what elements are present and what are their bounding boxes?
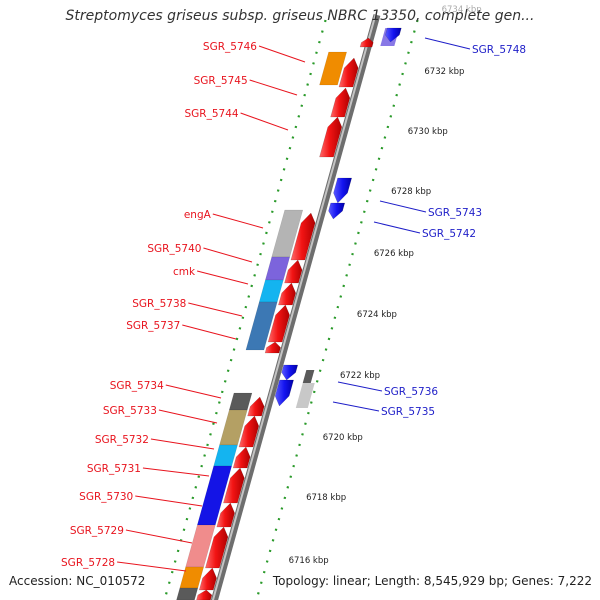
gene-label-left: SGR_5740: [147, 243, 201, 255]
kbp-label: 6726 kbp: [374, 249, 414, 259]
gene-label-left: SGR_5730: [79, 491, 133, 503]
gene-connector-right: [424, 37, 471, 50]
gene-label-left: SGR_5745: [194, 75, 248, 87]
orange-gene-block-2: [179, 566, 204, 589]
red-gene-arrow-small: [359, 37, 374, 48]
chromosome-backbone: [210, 14, 381, 600]
cyan-gene-block-2: [213, 444, 238, 467]
kbp-label: 6720 kbp: [323, 433, 363, 443]
blue-gene-arrow-5: [274, 379, 294, 407]
blue-gene-arrow-1: [385, 27, 402, 43]
gene-connector-left: [240, 112, 289, 131]
gene-connector-right: [332, 401, 380, 412]
gene-connector-left: [125, 529, 193, 544]
kbp-label: 6724 kbp: [357, 310, 397, 320]
red-gene-arrow-9: [247, 396, 265, 417]
cyan-gene-block: [258, 279, 284, 303]
gene-label-right: SGR_5742: [422, 228, 476, 240]
gene-connector-left: [258, 45, 306, 63]
red-gene-arrow-16: [196, 589, 213, 600]
dark-gene-block-2: [176, 587, 199, 600]
gene-label-left: SGR_5732: [95, 434, 149, 446]
backbone-highlight: [211, 14, 377, 600]
gene-label-left: engA: [184, 209, 212, 221]
gene-label-right: SGR_5743: [428, 207, 482, 219]
red-gene-arrow-3: [319, 116, 343, 158]
gene-connector-right: [373, 221, 421, 234]
gene-label-right: SGR_5736: [384, 386, 438, 398]
gene-connector-left: [182, 324, 237, 340]
kbp-label: 6718 kbp: [306, 493, 346, 503]
red-gene-arrow-1: [338, 57, 359, 88]
gene-connector-right: [379, 200, 427, 213]
gene-label-left: SGR_5728: [61, 557, 115, 569]
gene-label-left: cmk: [173, 266, 196, 278]
gene-connector-left: [203, 247, 253, 263]
kbp-label: 6722 kbp: [340, 371, 380, 381]
genome-title: Streptomyces griseus subsp. griseus NBRC…: [65, 8, 535, 24]
gene-connector-left: [150, 438, 215, 450]
red-gene-arrow-8: [264, 341, 281, 354]
dark-small-block: [302, 370, 315, 383]
kbp-label: 6716 kbp: [289, 556, 329, 566]
accession-text: Accession: NC_010572: [9, 574, 146, 588]
kbp-label: 6732 kbp: [424, 67, 464, 77]
gene-label-right: SGR_5735: [381, 406, 435, 418]
blue-gene-arrow-3: [328, 202, 346, 220]
blue-gene-arrow-4: [281, 364, 299, 381]
gene-label-left: SGR_5734: [110, 380, 164, 392]
kbp-label: 6734 kbp: [442, 5, 482, 15]
gene-connector-left: [117, 561, 187, 572]
gene-label-left: SGR_5737: [126, 320, 180, 332]
gene-label-left: SGR_5731: [87, 463, 141, 475]
gene-label-right: SGR_5748: [472, 44, 526, 56]
gene-connector-left: [135, 495, 203, 507]
kbp-label: 6730 kbp: [408, 127, 448, 137]
orange-gene-block: [319, 51, 347, 86]
kbp-label: 6728 kbp: [391, 187, 431, 197]
gene-connector-left: [165, 384, 222, 399]
gene-connector-left: [188, 302, 243, 317]
gene-label-left: SGR_5744: [184, 108, 238, 120]
genome-summary-text: Topology: linear; Length: 8,545,929 bp; …: [272, 574, 592, 588]
gene-connector-right: [337, 381, 383, 392]
gene-label-left: SGR_5746: [203, 41, 257, 53]
left-guide-track: [163, 19, 327, 600]
gene-label-left: SGR_5738: [132, 298, 186, 310]
blue-gene-arrow-2: [333, 177, 353, 204]
gene-label-left: SGR_5729: [70, 525, 124, 537]
gene-connector-left: [142, 467, 210, 477]
gene-connector-left: [249, 79, 298, 96]
gene-connector-left: [212, 213, 264, 229]
dark-gene-block: [228, 392, 253, 411]
gray-small-block: [295, 383, 315, 408]
gene-label-left: SGR_5733: [103, 405, 157, 417]
steel-gene-block: [245, 301, 278, 351]
right-guide-track: [255, 19, 419, 600]
gene-connector-left: [158, 409, 218, 424]
gene-connector-left: [197, 270, 249, 285]
